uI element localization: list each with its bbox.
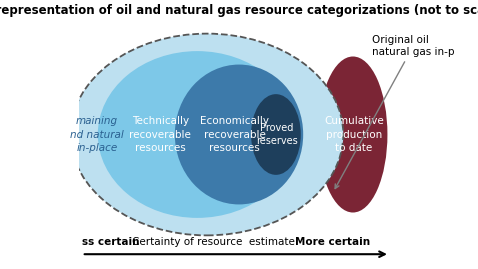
Ellipse shape xyxy=(98,51,297,218)
Text: Economically
recoverable
resources: Economically recoverable resources xyxy=(200,116,269,153)
Text: maining
nd natural
in-place: maining nd natural in-place xyxy=(70,116,124,153)
Ellipse shape xyxy=(318,56,388,213)
Text: More certain: More certain xyxy=(294,237,369,247)
Ellipse shape xyxy=(175,65,303,204)
Text: Technically
recoverable
resources: Technically recoverable resources xyxy=(130,116,191,153)
Text: ed representation of oil and natural gas resource categorizations (not to scale): ed representation of oil and natural gas… xyxy=(0,4,478,17)
Text: Cumulative
production
to date: Cumulative production to date xyxy=(324,116,384,153)
Text: Certainty of resource  estimate: Certainty of resource estimate xyxy=(132,237,295,247)
Text: ss certain: ss certain xyxy=(82,237,139,247)
Text: Proved
reserves: Proved reserves xyxy=(256,123,298,146)
Ellipse shape xyxy=(70,34,343,235)
Ellipse shape xyxy=(251,94,301,175)
Text: Original oil
natural gas in-p: Original oil natural gas in-p xyxy=(335,35,455,189)
